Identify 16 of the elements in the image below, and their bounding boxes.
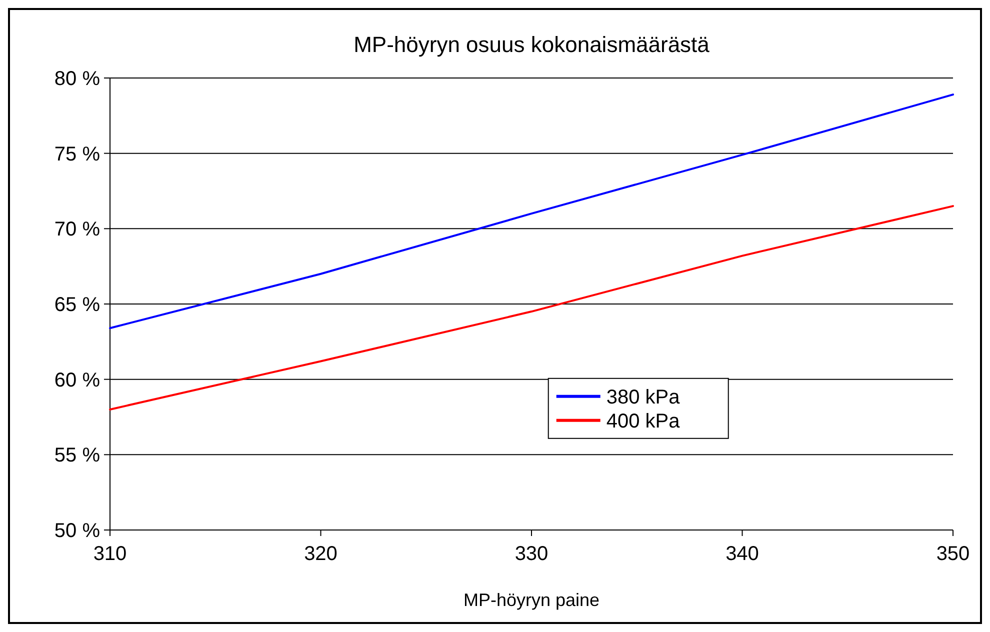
x-tick-label: 310 xyxy=(93,543,127,565)
y-tick-label: 50 % xyxy=(54,520,100,542)
y-tick-label: 75 % xyxy=(54,143,100,166)
legend-label: 400 kPa xyxy=(606,410,681,432)
legend-label: 380 kPa xyxy=(606,386,681,408)
y-tick-label: 80 % xyxy=(54,68,100,90)
y-tick-label: 65 % xyxy=(54,294,100,316)
y-tick-label: 55 % xyxy=(54,444,100,467)
x-tick-label: 330 xyxy=(514,543,548,565)
y-tick-label: 70 % xyxy=(54,218,100,241)
x-axis-title: MP-höyryn paine xyxy=(463,590,600,610)
x-tick-label: 320 xyxy=(304,543,338,565)
chart-title: MP-höyryn osuus kokonaismäärästä xyxy=(354,32,710,57)
x-tick-label: 340 xyxy=(726,543,759,565)
x-tick-label: 350 xyxy=(936,543,970,565)
y-tick-label: 60 % xyxy=(54,369,100,392)
